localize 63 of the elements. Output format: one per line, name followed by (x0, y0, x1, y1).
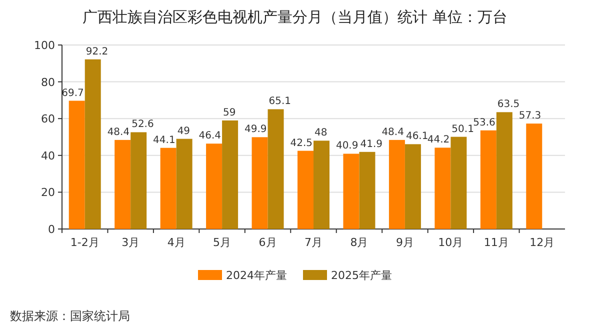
data-label: 52.6 (132, 119, 154, 130)
x-tick-label: 9月 (396, 236, 414, 249)
data-label: 65.1 (268, 96, 292, 108)
bar (268, 109, 284, 229)
bar (84, 59, 101, 229)
data-label: 48.4 (107, 126, 130, 138)
bar (343, 154, 360, 229)
data-label: 46.1 (406, 131, 428, 142)
y-tick-label: 20 (41, 186, 55, 200)
bar (314, 140, 330, 229)
x-tick-label: 8月 (350, 236, 368, 249)
bar (404, 144, 421, 229)
data-label: 63.5 (497, 99, 520, 110)
bar (450, 136, 467, 229)
data-label: 48.4 (382, 126, 404, 138)
y-tick-label: 40 (41, 149, 55, 162)
title: 广西壮族自治区彩色电视机产量分月（当月值）统计 单位：万台 (82, 8, 508, 26)
bar (496, 112, 512, 229)
bar (434, 148, 451, 229)
data-label: 40.9 (336, 140, 358, 152)
data-label: 46.4 (198, 130, 222, 142)
bar (252, 137, 268, 229)
x-tick-label: 12月 (530, 236, 555, 249)
y-tick-label: 80 (41, 76, 55, 89)
data-label: 41.9 (360, 138, 382, 150)
bar (359, 152, 376, 229)
y-tick-label: 0 (48, 223, 55, 236)
data-label: 57.3 (518, 110, 542, 122)
legend-label: 2024年产量 (226, 269, 287, 282)
bar (176, 138, 192, 229)
bar (480, 130, 496, 229)
data-label: 44.1 (153, 134, 176, 146)
y-tick-label: 100 (34, 39, 55, 52)
bar (206, 144, 222, 229)
data-label: 42.5 (290, 138, 312, 149)
data-label: 59 (223, 107, 236, 118)
data-label: 69.7 (62, 88, 84, 99)
x-tick-label: 7月 (304, 236, 322, 249)
x-tick-label: 5月 (213, 236, 232, 249)
bar (526, 124, 542, 229)
source-note: 数据来源：国家统计局 (10, 309, 130, 323)
bar (298, 150, 314, 229)
bar (160, 148, 176, 229)
x-tick-label: 4月 (167, 236, 186, 249)
data-label: 49.9 (244, 124, 267, 136)
data-label: 50.1 (452, 124, 474, 135)
data-label: 92.2 (86, 46, 108, 58)
bar (388, 140, 405, 229)
x-tick-label: 3月 (122, 236, 140, 249)
data-label: 44.2 (427, 134, 450, 146)
x-tick-label: 11月 (484, 236, 509, 249)
y-tick-label: 60 (41, 112, 55, 126)
data-label: 49 (177, 126, 190, 137)
data-label: 53.6 (473, 117, 496, 128)
bar (222, 120, 238, 229)
x-tick-label: 10月 (438, 236, 464, 249)
legend-label: 2025年产量 (331, 269, 392, 282)
bar (130, 132, 147, 229)
x-tick-label: 6月 (258, 236, 277, 249)
data-label: 48 (314, 128, 328, 139)
x-tick-label: 1-2月 (70, 236, 100, 249)
bar (114, 140, 131, 229)
bar (68, 100, 85, 229)
